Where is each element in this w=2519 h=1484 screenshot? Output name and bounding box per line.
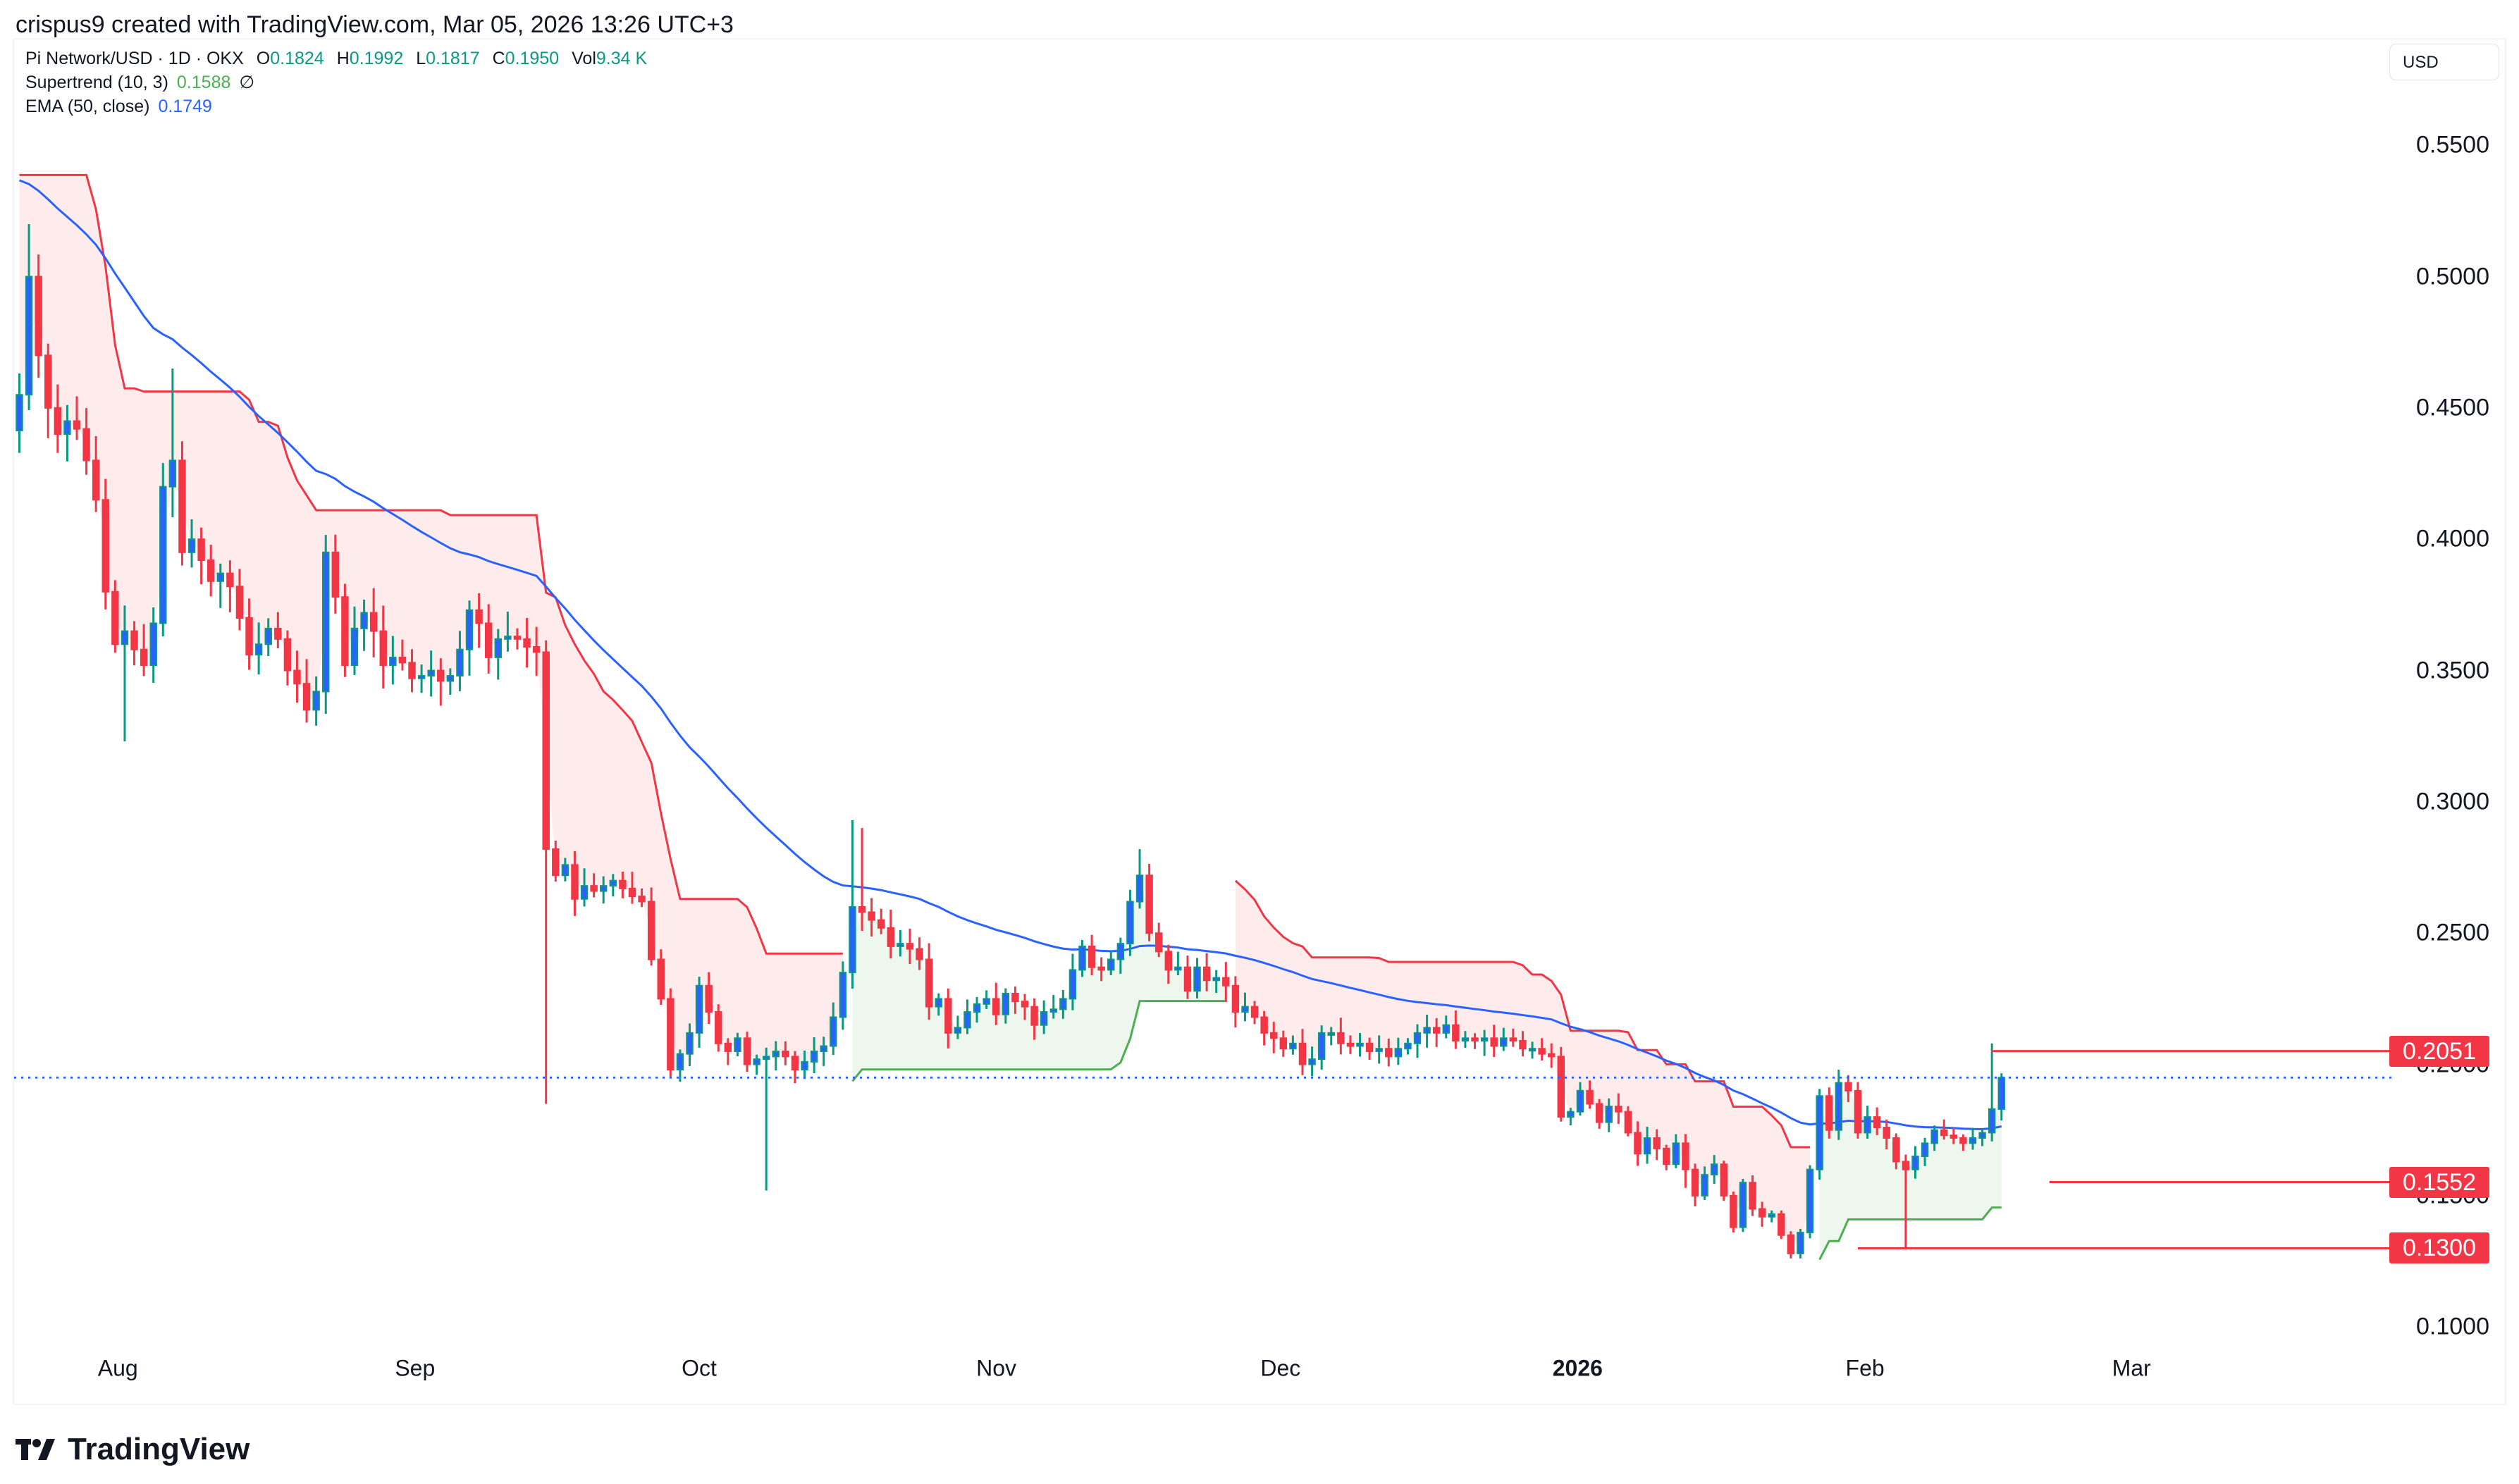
price-axis-label: 0.4500 xyxy=(2416,394,2489,421)
ema-legend-row[interactable]: EMA (50, close) 0.1749 xyxy=(25,94,647,118)
supertrend-legend-row[interactable]: Supertrend (10, 3) 0.1588 ∅ xyxy=(25,70,647,94)
currency-unit-button[interactable]: USD xyxy=(2389,44,2499,80)
price-axis-label: 0.5500 xyxy=(2416,131,2489,159)
price-axis-label: 0.1000 xyxy=(2416,1313,2489,1340)
price-level-tag: 0.1552 xyxy=(2389,1166,2489,1198)
tradingview-logo-icon xyxy=(16,1439,55,1460)
ohlc-close: C0.1950 xyxy=(492,49,560,68)
price-level-tag: 0.1300 xyxy=(2389,1232,2489,1264)
time-axis-label: Sep xyxy=(395,1355,436,1381)
price-axis-label: 0.2500 xyxy=(2416,919,2489,946)
price-axis-label: 0.5000 xyxy=(2416,263,2489,290)
empty-set-icon: ∅ xyxy=(239,73,255,92)
time-axis-label: Dec xyxy=(1260,1355,1301,1381)
ohlc-low: L0.1817 xyxy=(416,49,480,68)
time-axis-label: 2026 xyxy=(1552,1355,1603,1381)
price-axis-label: 0.4000 xyxy=(2416,525,2489,552)
ema-label: EMA (50, close) xyxy=(25,97,150,116)
price-level-tag: 0.2051 xyxy=(2389,1035,2489,1067)
chart-pane[interactable] xyxy=(13,38,2506,1405)
symbol-ohlc-row[interactable]: Pi Network/USD · 1D · OKX O0.1824 H0.199… xyxy=(25,47,647,70)
ema-value: 0.1749 xyxy=(158,97,212,116)
ohlc-volume: Vol9.34 K xyxy=(572,49,648,68)
price-axis-label: 0.3500 xyxy=(2416,657,2489,684)
time-axis-label: Feb xyxy=(1845,1355,1885,1381)
time-axis-label: Nov xyxy=(976,1355,1017,1381)
symbol-title: Pi Network/USD · 1D · OKX xyxy=(25,49,244,68)
supertrend-value: 0.1588 xyxy=(176,73,231,92)
time-axis-label: Oct xyxy=(682,1355,717,1381)
price-axis-label: 0.3000 xyxy=(2416,788,2489,815)
time-axis-label: Mar xyxy=(2112,1355,2151,1381)
time-axis-label: Aug xyxy=(97,1355,138,1381)
chart-attribution: crispus9 created with TradingView.com, M… xyxy=(16,11,734,38)
ohlc-high: H0.1992 xyxy=(336,49,404,68)
tradingview-logo: TradingView xyxy=(16,1432,250,1467)
chart-legend: Pi Network/USD · 1D · OKX O0.1824 H0.199… xyxy=(25,47,647,118)
brand-name: TradingView xyxy=(68,1432,250,1466)
ohlc-open: O0.1824 xyxy=(256,49,324,68)
supertrend-label: Supertrend (10, 3) xyxy=(25,73,168,92)
